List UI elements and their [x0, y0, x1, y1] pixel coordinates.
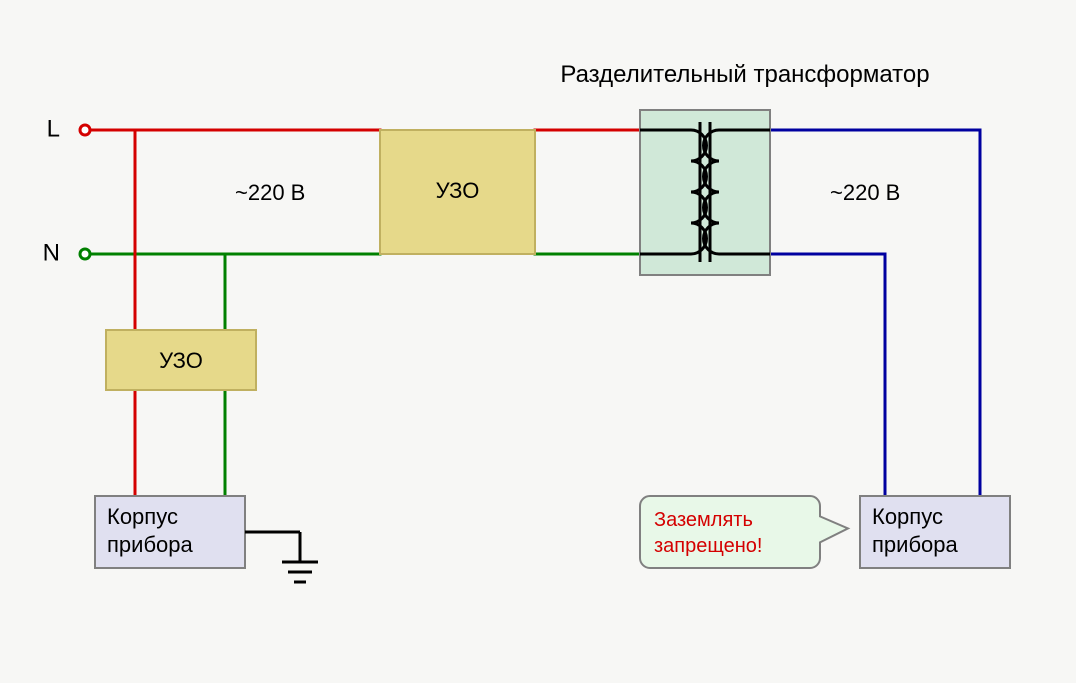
device-body-right: Корпус прибора	[860, 496, 1010, 568]
uzo-small-block: УЗО	[106, 330, 256, 390]
terminal-l-connector	[80, 125, 90, 135]
device-body-left: Корпус прибора	[95, 496, 245, 568]
terminal-n-connector	[80, 249, 90, 259]
speech-bubble-icon	[640, 496, 848, 568]
voltage-label-left: ~220 В	[235, 180, 305, 205]
terminal-l-label: L	[47, 115, 60, 142]
warning-text-1: Заземлять	[654, 509, 753, 531]
uzo-main-block: УЗО	[380, 130, 535, 254]
warning-text-2: запрещено!	[654, 535, 762, 557]
circuit-diagram: УЗО УЗО Корпус прибора Корпус прибора За…	[0, 0, 1076, 683]
device-body-left-label-2: прибора	[107, 532, 194, 557]
transformer-rect	[640, 110, 770, 275]
device-body-right-label-2: прибора	[872, 532, 959, 557]
isolation-transformer	[640, 110, 770, 275]
voltage-label-right: ~220 В	[830, 180, 900, 205]
uzo-small-label: УЗО	[159, 348, 203, 373]
grounding-warning-callout: Заземлять запрещено!	[640, 496, 848, 568]
uzo-main-label: УЗО	[436, 178, 480, 203]
device-body-right-label-1: Корпус	[872, 504, 943, 529]
terminal-n-label: N	[43, 239, 60, 266]
device-body-left-label-1: Корпус	[107, 504, 178, 529]
diagram-title: Разделительный трансформатор	[560, 61, 929, 88]
